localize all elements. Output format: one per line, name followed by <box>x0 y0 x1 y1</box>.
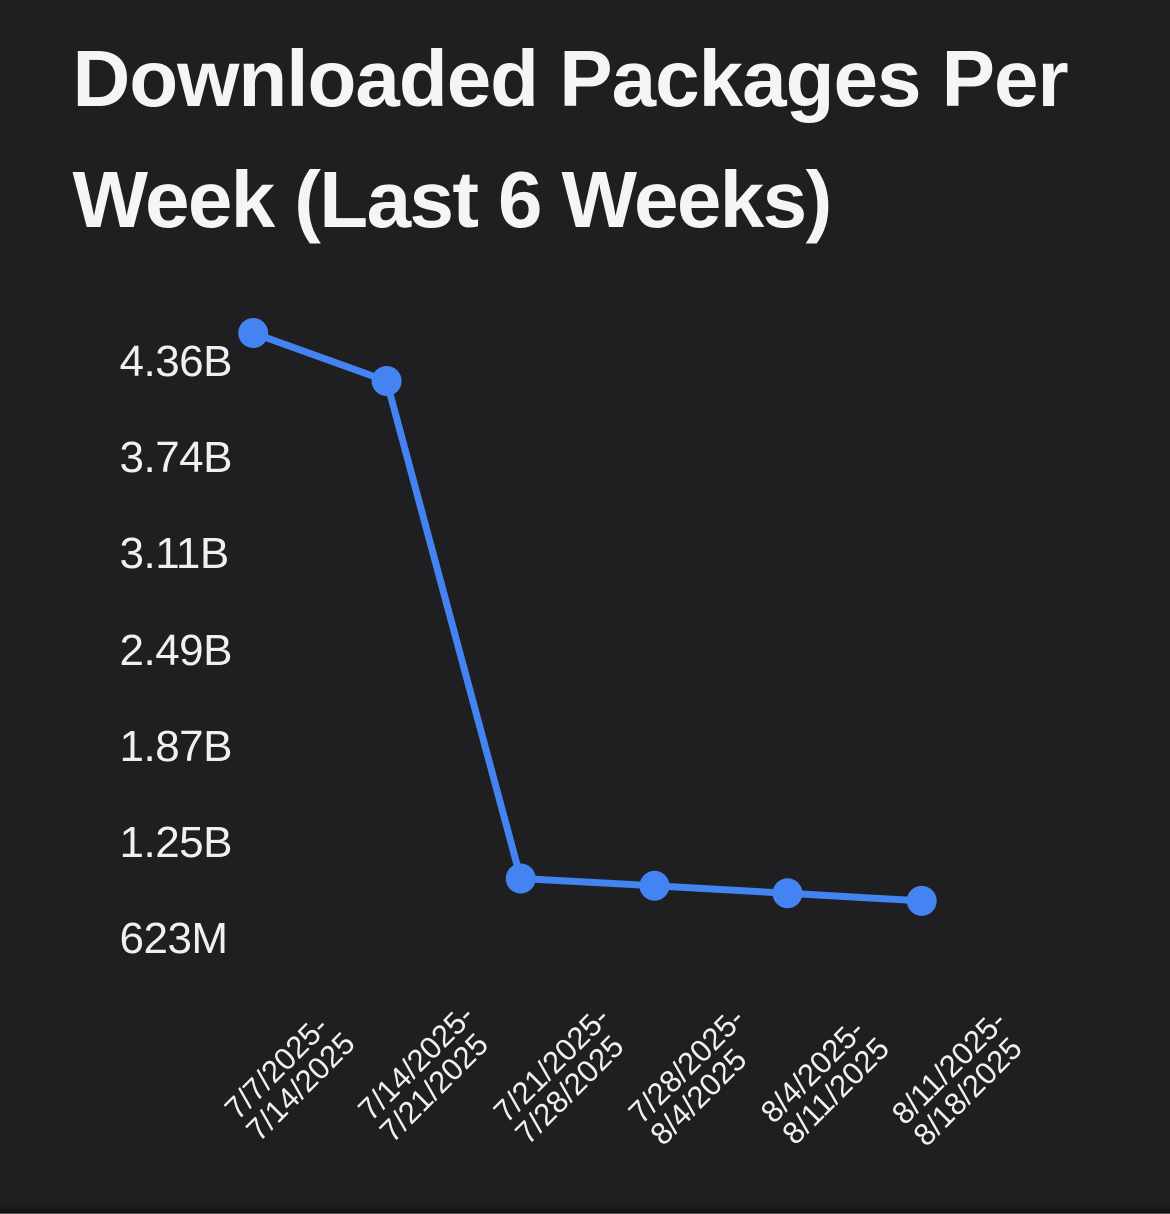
svg-text:7/7/2025-7/14/2025: 7/7/2025-7/14/2025 <box>218 1004 362 1148</box>
svg-text:8/4/2025-8/11/2025: 8/4/2025-8/11/2025 <box>754 1009 896 1151</box>
svg-text:7/21/2025-7/28/2025: 7/21/2025-7/28/2025 <box>487 1000 638 1151</box>
svg-text:7/14/2025-7/21/2025: 7/14/2025-7/21/2025 <box>351 998 502 1149</box>
svg-text:7/28/2025-8/4/2025: 7/28/2025-8/4/2025 <box>622 1001 773 1152</box>
svg-text:8/11/2025-8/18/2025: 8/11/2025-8/18/2025 <box>885 1003 1035 1153</box>
